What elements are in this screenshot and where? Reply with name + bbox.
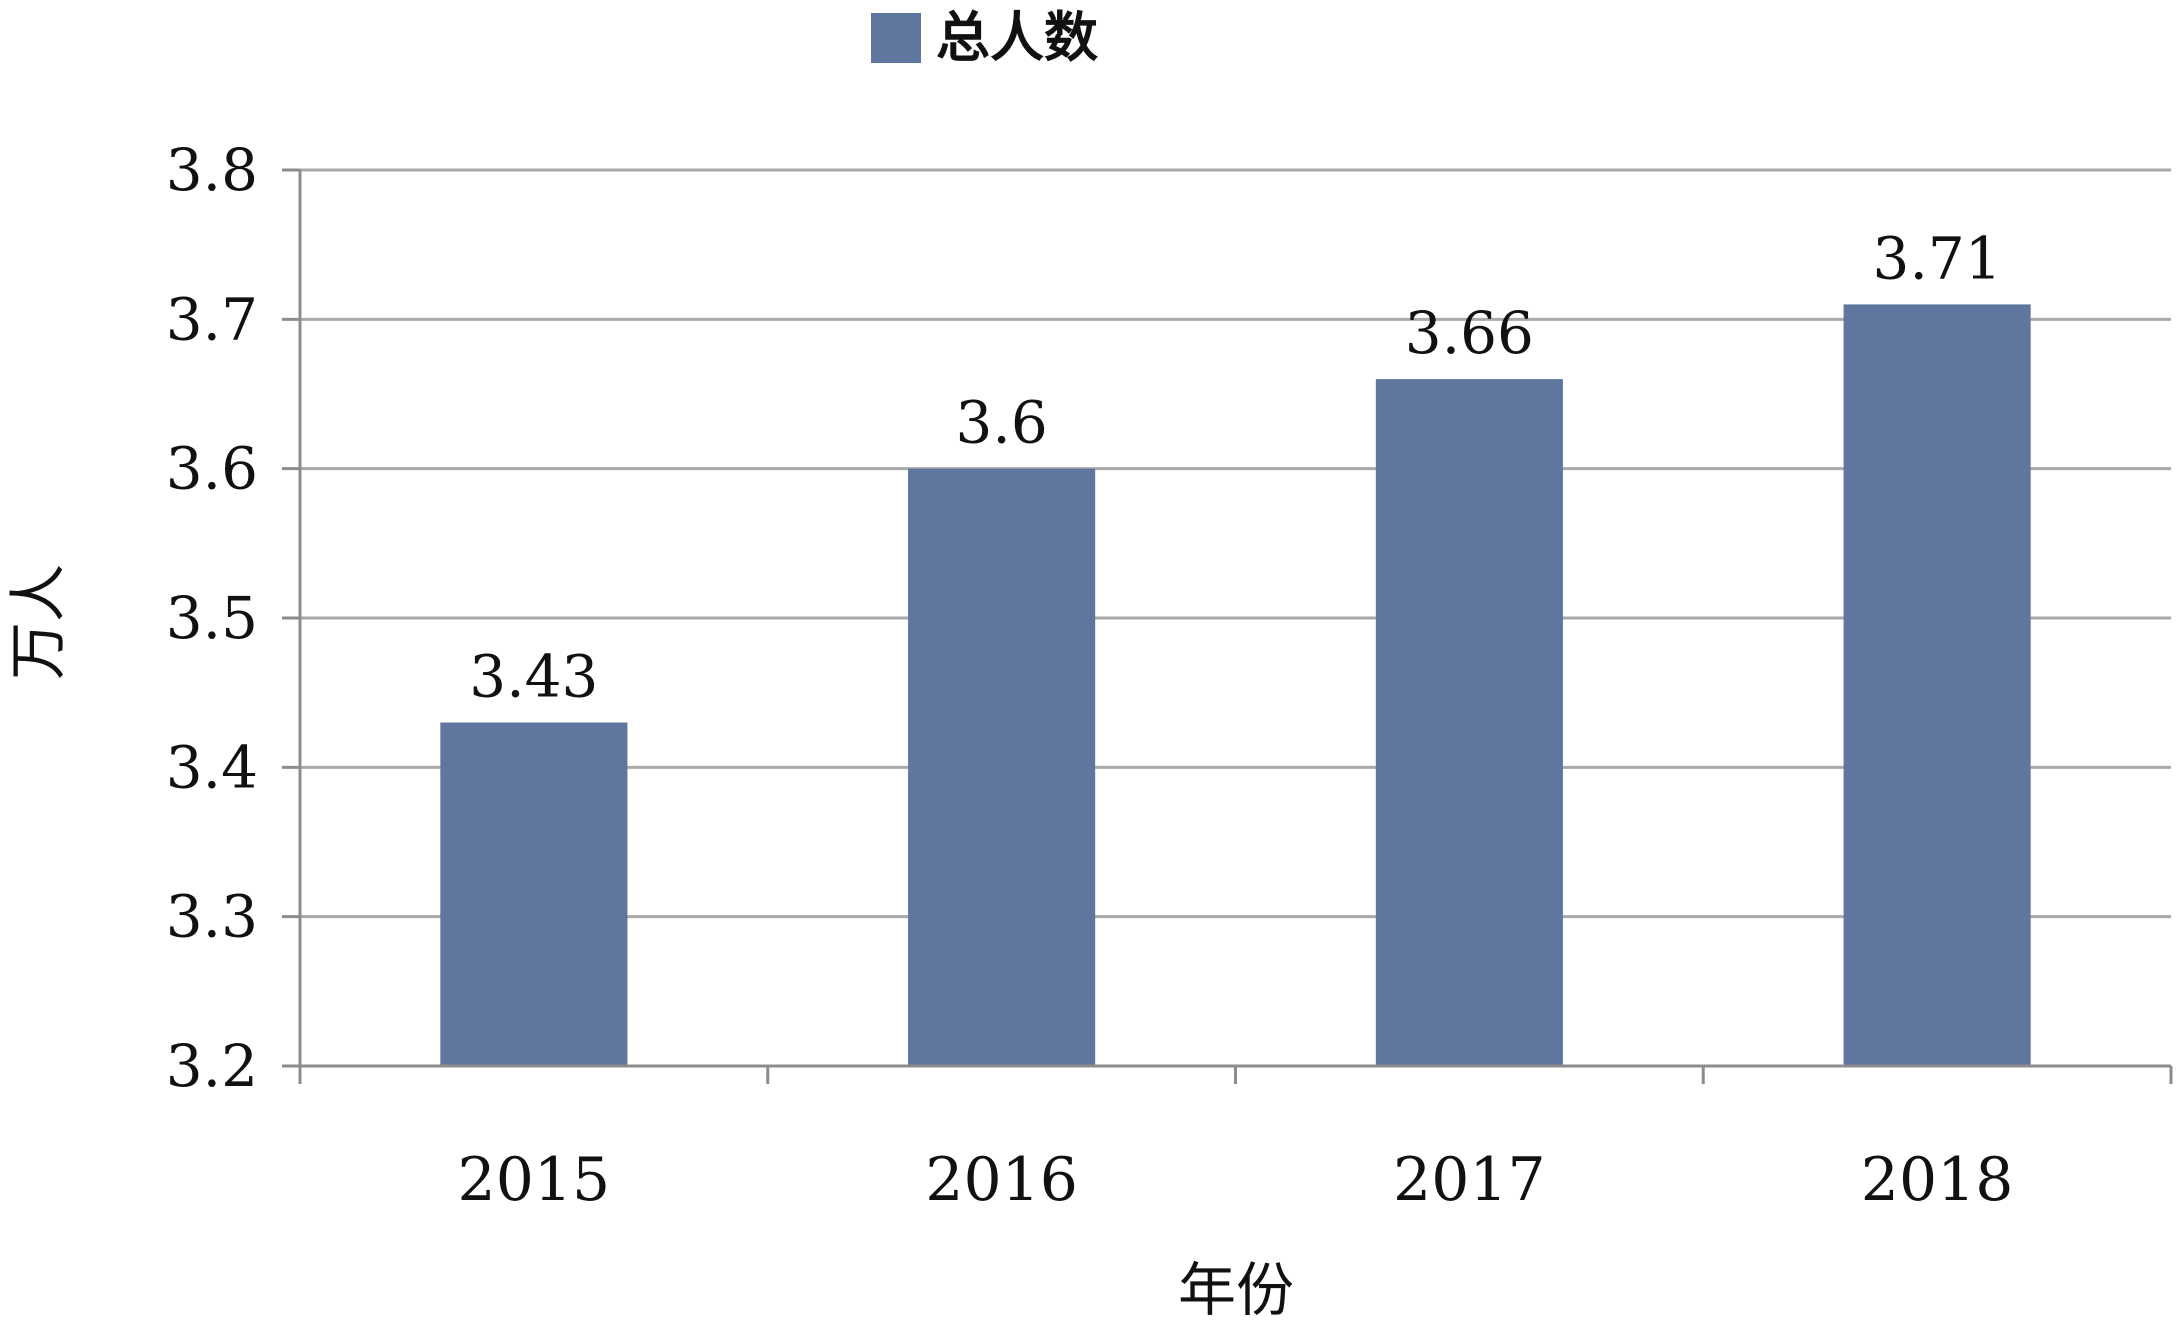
x-tick-label: 2015 (458, 1145, 611, 1215)
x-tick-label: 2018 (1861, 1145, 2014, 1215)
x-tick-label: 2017 (1393, 1145, 1546, 1215)
legend: 总人数 (871, 5, 1098, 69)
bar-2015 (440, 722, 628, 1066)
x-tick-label: 2016 (925, 1145, 1078, 1215)
y-tick-label: 3.4 (166, 733, 258, 801)
bars (440, 304, 2031, 1067)
bar-2017 (1375, 379, 1563, 1067)
y-tick-label: 3.8 (166, 136, 258, 204)
data-label: 3.43 (469, 643, 598, 711)
data-label: 3.71 (1873, 224, 2002, 292)
y-axis-title: 万人 (4, 564, 72, 680)
legend-label: 总人数 (936, 5, 1098, 69)
y-tick-label: 3.5 (166, 584, 258, 652)
legend-swatch (871, 13, 921, 63)
bar-2018 (1843, 304, 2031, 1066)
axes (282, 168, 2173, 1084)
y-tick-label: 3.2 (166, 1032, 258, 1100)
y-tick-label: 3.7 (166, 285, 258, 353)
bar-2016 (908, 468, 1096, 1067)
x-axis-title: 年份 (1178, 1256, 1294, 1320)
data-label: 3.66 (1405, 299, 1534, 367)
data-label: 3.6 (956, 389, 1048, 457)
y-tick-label: 3.3 (166, 883, 258, 951)
chart-labels: 3.2 3.3 3.4 3.5 3.6 3.7 3.8 3.43 2015 3.6 2016 3.66… (166, 136, 2014, 1215)
y-tick-label: 3.6 (166, 435, 258, 503)
